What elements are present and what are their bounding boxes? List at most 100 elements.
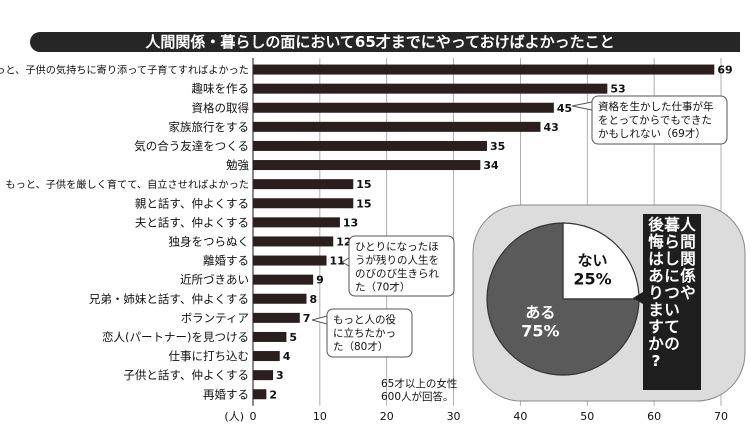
annotation-text: ひとりになったほ — [355, 241, 439, 253]
category-label: 再婚する — [203, 387, 249, 401]
pie-slice-label: ある — [525, 304, 555, 322]
value-label: 15 — [356, 178, 371, 191]
bar — [253, 140, 487, 151]
annotation-box — [591, 95, 728, 145]
value-label: 12 — [336, 235, 351, 248]
annotation-text: をとってからでもできた — [598, 115, 712, 127]
annotation-text: に立ちたかっ — [333, 327, 396, 340]
bar — [253, 217, 340, 228]
x-tick-label: 40 — [513, 410, 527, 423]
pie-question-char: つ — [664, 284, 680, 302]
pie-question-char: に — [664, 267, 680, 285]
pie-question-char: や — [680, 284, 696, 302]
pie-slice — [486, 222, 640, 376]
pie-question-char: 係 — [680, 266, 696, 285]
title-band — [30, 32, 740, 52]
pie-question-pointer — [633, 292, 643, 304]
bar — [253, 64, 715, 75]
bar — [253, 255, 327, 266]
value-label: 3 — [276, 369, 284, 382]
pie-question-char: か — [648, 335, 664, 353]
value-label: 2 — [269, 388, 277, 401]
pie-slice-value: 25% — [573, 269, 611, 288]
x-tick-label: 20 — [380, 410, 394, 423]
value-label: 15 — [356, 197, 371, 210]
value-label: 53 — [610, 83, 625, 96]
value-label: 69 — [717, 64, 732, 77]
value-label: 45 — [557, 102, 572, 115]
pie-question-char: は — [648, 250, 664, 268]
pie-question-char: 関 — [680, 250, 696, 268]
category-label: 気の合う友達をつくる — [134, 139, 249, 153]
category-label: 家族旅行をする — [169, 120, 250, 134]
bar — [253, 370, 274, 381]
bar — [253, 389, 267, 400]
chart-title: 人間関係・暮らしの面において65才までにやっておけばよかったこと — [145, 33, 614, 51]
bars — [253, 64, 715, 400]
pie-question-char: り — [648, 284, 664, 302]
category-label: 夫と話す、仲よくする — [135, 215, 249, 229]
x-tick-label: 50 — [580, 410, 594, 423]
value-label: 34 — [483, 159, 499, 172]
x-tick-label: 0 — [250, 410, 257, 423]
annotation-text: うが残りの人生を — [355, 254, 439, 267]
value-label: 11 — [330, 255, 345, 268]
bar — [253, 274, 314, 285]
pie-question-char: 間 — [680, 233, 696, 251]
footnote-text: 65才以上の女性 — [381, 377, 457, 390]
category-label: 恋人(パートナー)を見つける — [102, 330, 249, 344]
category-label: 資格の取得 — [192, 101, 250, 115]
category-label: 仕事に打ち込む — [169, 349, 250, 363]
category-label: もっと、子供の気持ちに寄り添って子育てすればよかった — [0, 64, 249, 77]
value-label: 7 — [303, 312, 311, 325]
pie-slice-label: ない — [578, 251, 608, 269]
x-tick-label: 30 — [447, 410, 461, 423]
category-label: 独身をつらぬく — [169, 234, 250, 248]
bar — [253, 121, 541, 132]
pie-question-char: す — [648, 318, 664, 336]
pie-slice-value: 75% — [521, 322, 559, 341]
pie-question-char: 悔 — [648, 232, 664, 251]
bar — [253, 102, 554, 113]
bar — [253, 331, 287, 342]
bar — [253, 198, 354, 209]
category-label: もっと、子供を厳しく育てて、自立させればよかった — [5, 178, 249, 191]
category-label: ボランティア — [181, 311, 249, 325]
bar — [253, 83, 608, 94]
x-tick-label: 70 — [714, 410, 728, 423]
bar — [253, 293, 307, 304]
annotation-text: かもしれない（69才） — [598, 127, 706, 140]
x-axis-ticks: 0 10 20 30 40 50 60 70 — [250, 410, 729, 423]
x-tick-label: 60 — [647, 410, 661, 423]
pie-question-char: 後 — [648, 215, 664, 234]
category-label: 親と話す、仲よくする — [135, 196, 249, 210]
category-labels: もっと、子供の気持ちに寄り添って子育てすればよかった趣味を作る資格の取得家族旅行… — [0, 64, 249, 402]
category-label: 近所づきあい — [180, 273, 249, 287]
bar — [253, 351, 280, 362]
bar — [253, 179, 354, 190]
pie-question-char: ? — [652, 352, 661, 370]
value-label: 35 — [490, 140, 505, 153]
pie-question-char: の — [664, 335, 680, 353]
annotation-text: 資格を生かした仕事が年 — [598, 100, 714, 113]
value-label: 4 — [283, 350, 291, 363]
value-label: 5 — [289, 331, 297, 344]
pie-question-char: て — [664, 318, 680, 336]
pie-question-char: 人 — [680, 216, 696, 234]
pie-question-char: し — [664, 250, 680, 268]
footnote-text: 600人が回答。 — [381, 390, 454, 403]
pie-question-char: ま — [648, 301, 664, 319]
bar — [253, 312, 300, 323]
pie-question-char: ら — [664, 233, 680, 251]
annotation-text: た（70才） — [355, 281, 410, 294]
annotation-pointer — [571, 101, 593, 111]
category-label: 兄弟・姉妹と話す、仲よくする — [89, 292, 249, 306]
